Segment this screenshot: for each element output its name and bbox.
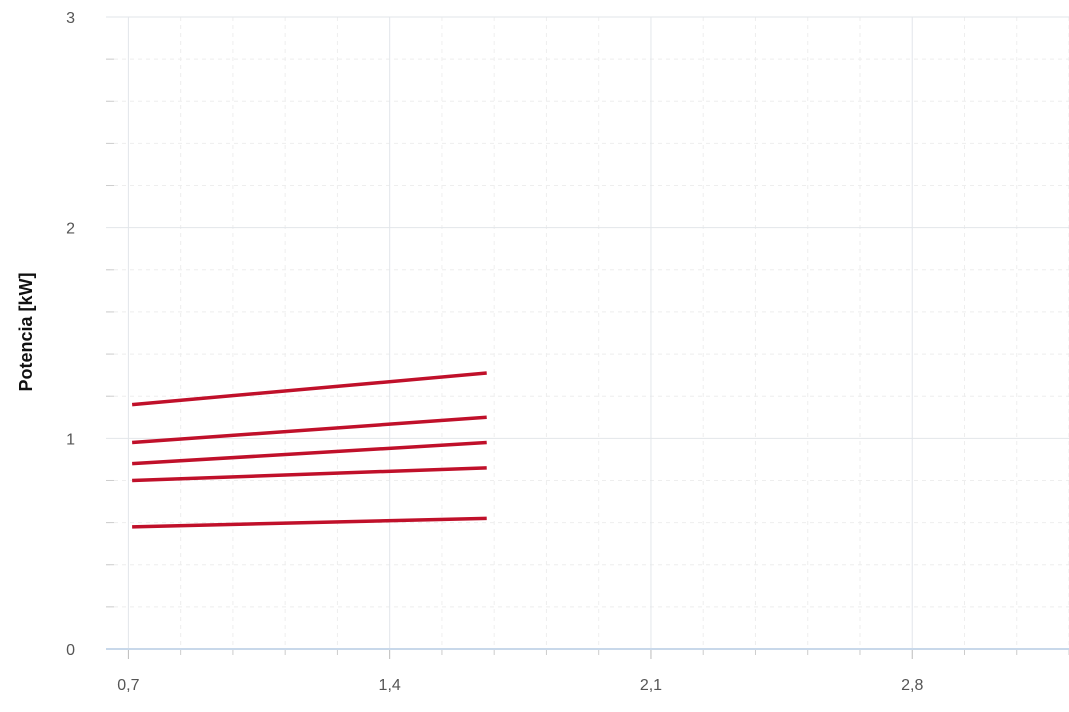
- series-line-1: [131, 371, 487, 407]
- y-tick-label: 0: [66, 642, 75, 659]
- axes: [106, 58, 1069, 659]
- series-line-2: [132, 415, 487, 445]
- y-axis-label: Potencia [kW]: [16, 272, 36, 391]
- series-group: [131, 371, 487, 529]
- y-tick-label: 3: [66, 10, 75, 27]
- x-tick-label: 0,7: [117, 677, 139, 694]
- labels: Potencia [kW] 0,7 1,4 2,1 2,8 0 1 2 3: [16, 10, 923, 694]
- x-tick-label: 1,4: [379, 677, 401, 694]
- y-tick-label: 1: [66, 431, 75, 448]
- y-tick-label: 2: [66, 221, 75, 238]
- x-tick-label: 2,8: [901, 677, 923, 694]
- series-line-3: [132, 440, 487, 466]
- grid: [106, 16, 1069, 649]
- series-line-5: [132, 516, 487, 529]
- x-tick-label: 2,1: [640, 677, 662, 694]
- series-line-4: [132, 466, 487, 483]
